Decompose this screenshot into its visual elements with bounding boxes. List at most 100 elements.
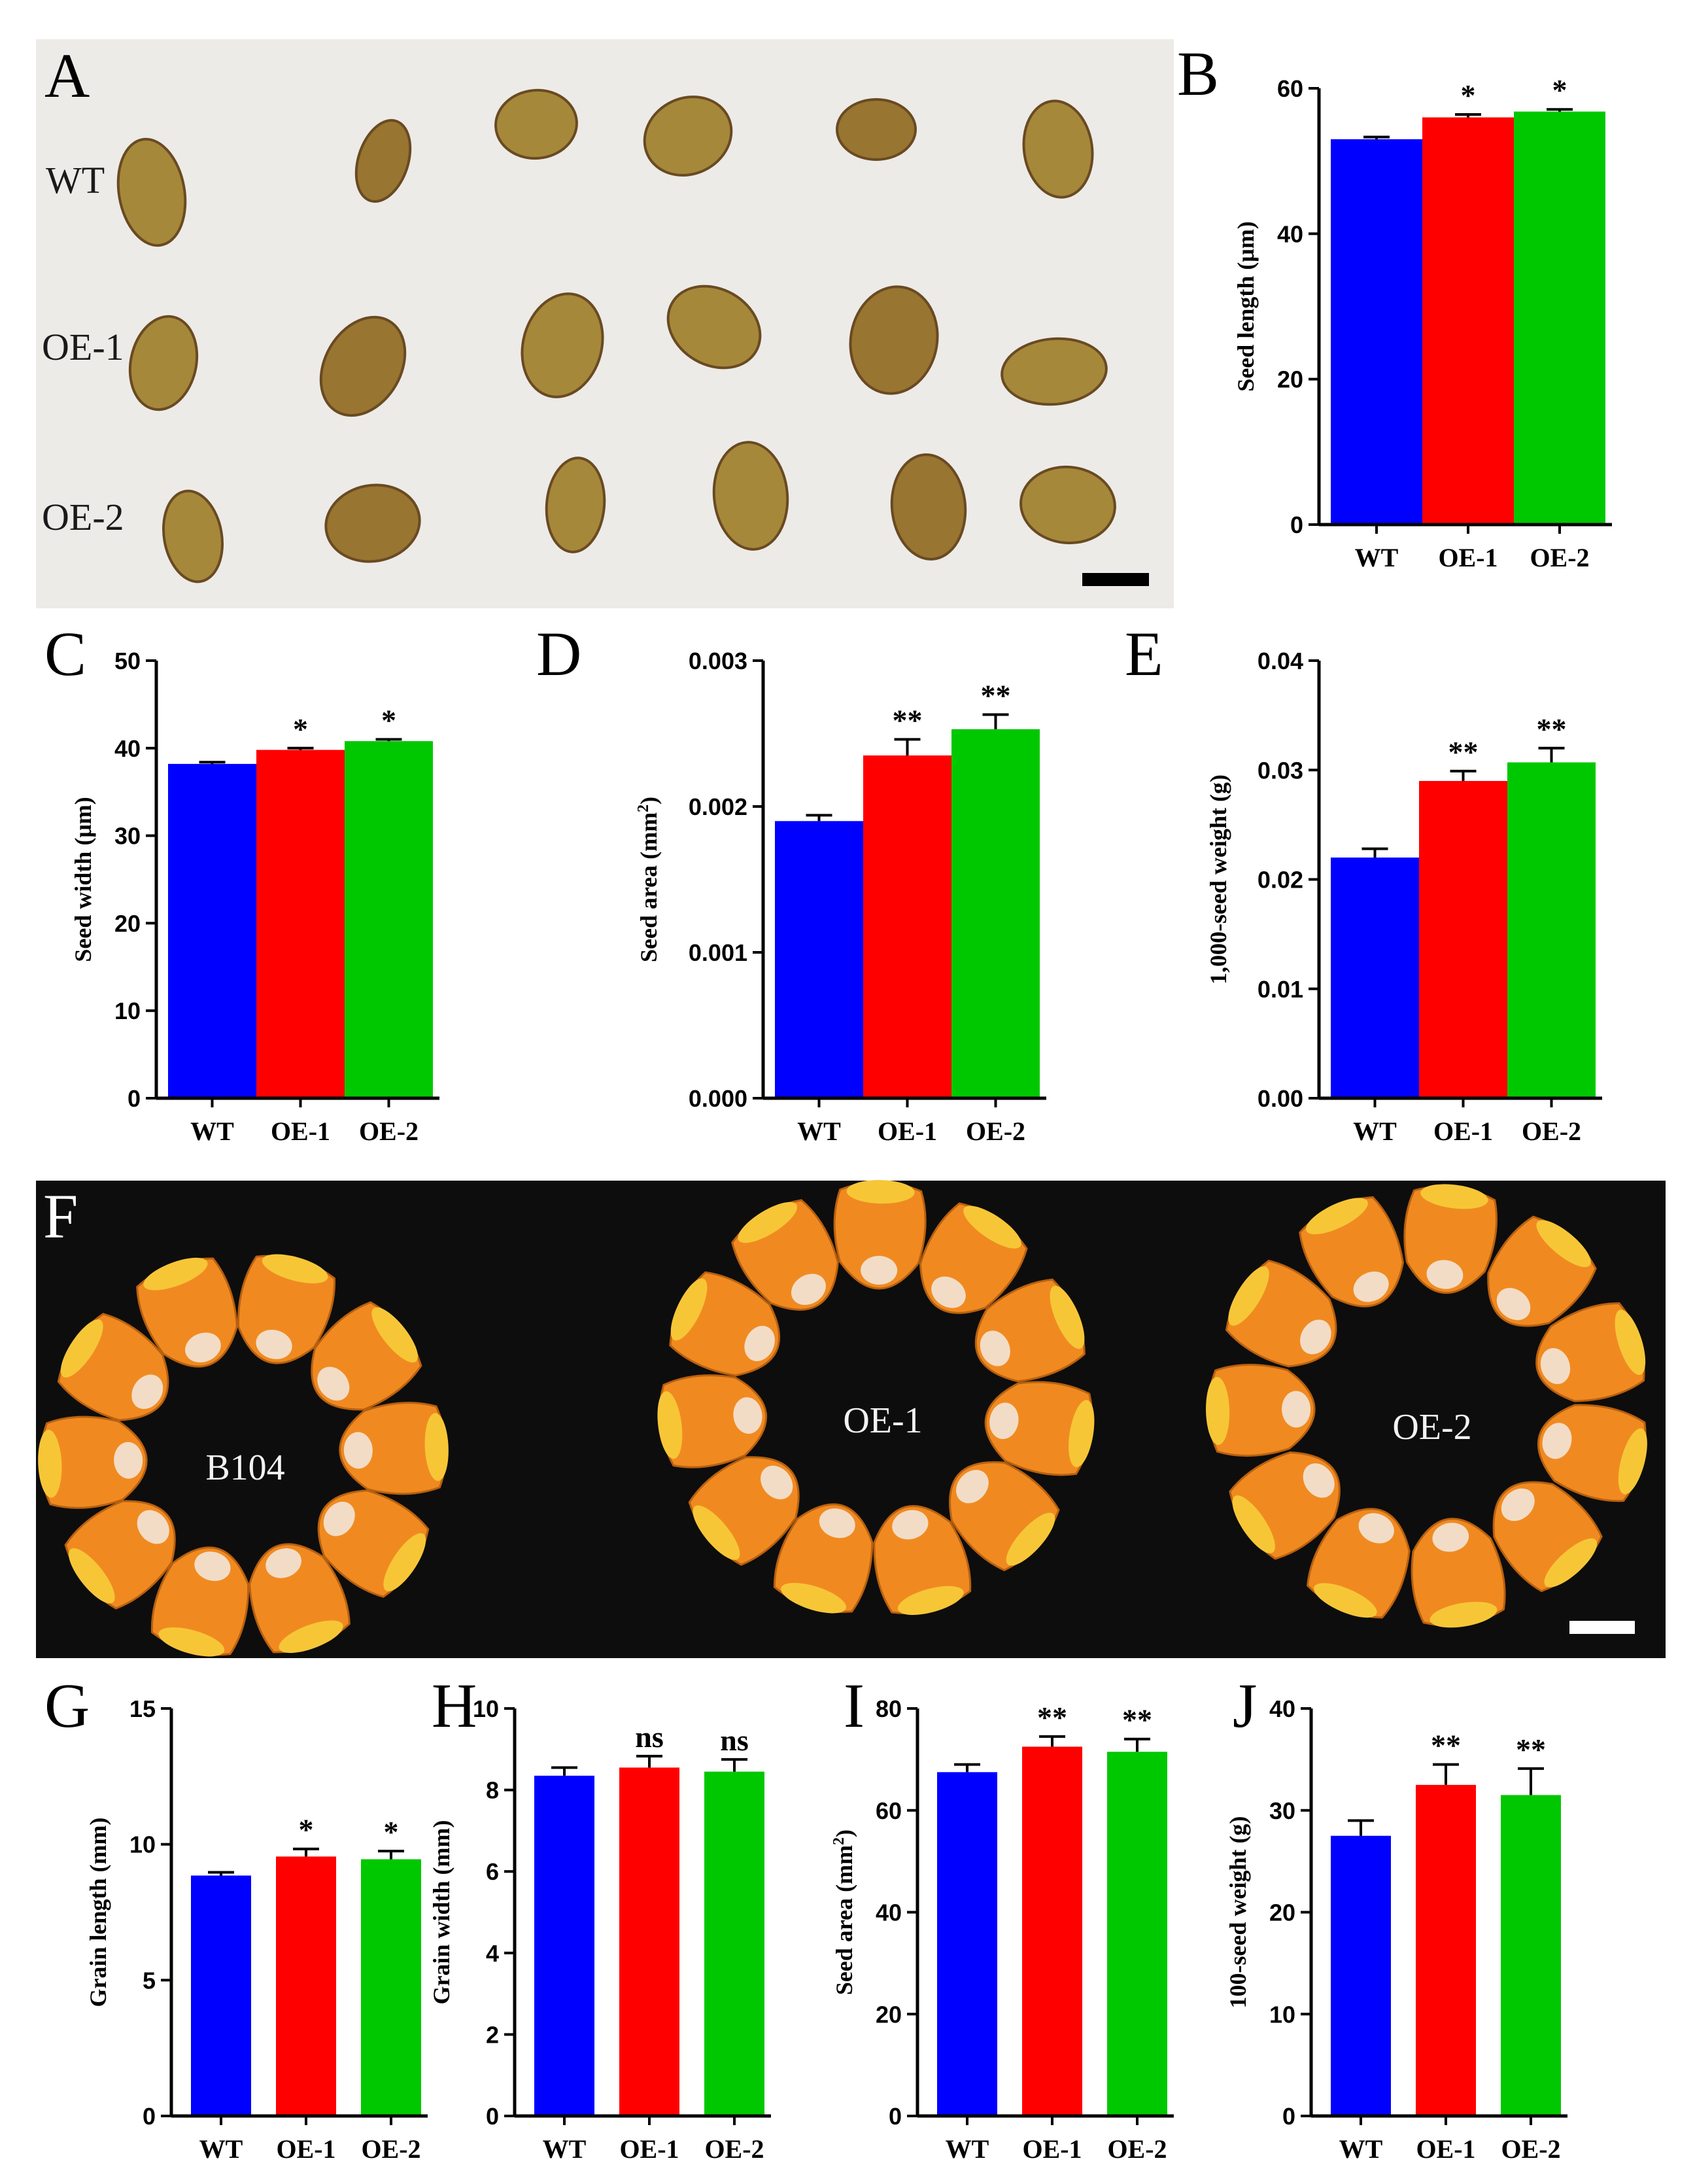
category-label-wt: WT: [190, 1117, 234, 1146]
category-label-oe-2: OE-2: [704, 2134, 764, 2164]
arabidopsis-seed: [354, 119, 412, 203]
bar-wt: [1331, 139, 1422, 525]
y-tick-label: 60: [876, 1797, 902, 1824]
chart-panel-c: C WT * OE-1 * OE-2 0 10 20 30 40 50 Seed width (μm): [44, 619, 439, 1146]
maize-kernel: [919, 1202, 1028, 1314]
significance-label: **: [981, 679, 1011, 712]
y-tick-label: 0.02: [1258, 867, 1303, 893]
maize-kernel: [317, 1489, 430, 1598]
chart-panel-g: G WT * OE-1 * OE-2 0 5 10 15 Grain length (mm): [44, 1671, 428, 2164]
category-label-oe-2: OE-2: [359, 1117, 419, 1146]
category-label-wt: WT: [1355, 543, 1399, 572]
panel-letter-f: F: [43, 1181, 78, 1251]
significance-label: **: [1516, 1733, 1546, 1766]
maize-kernel: [1411, 1517, 1506, 1628]
maize-kernel: [833, 1180, 927, 1290]
panel-letter-j: J: [1233, 1671, 1257, 1741]
maize-kernel: [248, 1543, 351, 1654]
category-label-oe-1: OE-1: [1416, 2134, 1475, 2164]
category-label-oe-2: OE-2: [361, 2134, 420, 2164]
y-axis-title: 1,000-seed weight (g): [1205, 774, 1231, 984]
bar-oe-1: [276, 1856, 336, 2116]
arabidopsis-seed: [1022, 99, 1094, 199]
arabidopsis-seed: [712, 441, 789, 551]
category-label-oe-2: OE-2: [1522, 1117, 1581, 1146]
arabidopsis-seed: [890, 453, 967, 561]
y-tick-label: 8: [486, 1777, 499, 1804]
category-label-wt: WT: [1353, 1117, 1397, 1146]
arabidopsis-seed: [643, 95, 733, 177]
arabidopsis-seed: [1001, 337, 1108, 406]
bar-oe-2: [345, 741, 433, 1098]
panel-a-photo: A WT OE-1 OE-2: [36, 39, 1174, 608]
maize-kernel: [136, 1257, 238, 1368]
panel-a-background: [36, 39, 1174, 608]
bar-oe-2: [1507, 762, 1596, 1098]
bar-oe-2: [951, 729, 1040, 1098]
bar-oe-2: [1501, 1795, 1561, 2116]
y-tick-label: 0.000: [689, 1085, 747, 1112]
maize-kernel: [1299, 1196, 1404, 1308]
y-tick-label: 50: [114, 648, 141, 674]
maize-kernel: [1535, 1302, 1646, 1402]
arabidopsis-seed: [849, 285, 939, 395]
panel-letter-e: E: [1125, 619, 1163, 689]
maize-kernel: [873, 1504, 972, 1615]
y-axis-title: Seed length (μm): [1233, 221, 1259, 391]
y-tick-label: 10: [473, 1695, 499, 1722]
y-tick-label: 0: [128, 1085, 141, 1112]
maize-kernel: [1206, 1364, 1316, 1457]
arabidopsis-seed: [494, 88, 578, 160]
y-tick-label: 0.00: [1258, 1085, 1303, 1112]
y-tick-label: 5: [143, 1967, 156, 1994]
y-axis-title: Seed area (mm2): [635, 797, 662, 962]
arabidopsis-seed: [116, 137, 187, 247]
maize-kernel: [773, 1503, 874, 1614]
y-tick-label: 20: [114, 910, 141, 937]
category-label-wt: WT: [797, 1117, 841, 1146]
bar-wt: [1331, 1835, 1391, 2116]
y-tick-label: 0: [143, 2103, 156, 2130]
bar-wt: [168, 763, 256, 1098]
category-label-oe-1: OE-1: [1022, 2134, 1082, 2164]
bar-oe-1: [1416, 1784, 1476, 2116]
bar-oe-1: [1022, 1746, 1082, 2116]
chart-panel-i: I WT ** OE-1 ** OE-2 0 20 40 60 80 Seed area (mm2): [830, 1671, 1174, 2164]
y-tick-label: 80: [876, 1695, 902, 1722]
y-tick-label: 60: [1277, 75, 1303, 102]
panel-f-photo: F B104 OE-1 OE-2: [36, 1180, 1666, 1658]
bar-oe-2: [704, 1771, 764, 2116]
arabidopsis-seed: [836, 98, 917, 161]
row-label-wt: WT: [46, 159, 105, 201]
maize-kernel: [669, 1271, 781, 1377]
y-tick-label: 30: [1269, 1797, 1295, 1824]
panel-letter-h: H: [432, 1671, 477, 1741]
arabidopsis-seed: [521, 292, 604, 398]
category-label-oe-1: OE-1: [276, 2134, 335, 2164]
arabidopsis-seed: [545, 457, 606, 553]
significance-label: ns: [635, 1720, 663, 1754]
category-label-oe-2: OE-2: [1501, 2134, 1560, 2164]
y-tick-label: 2: [486, 2021, 499, 2048]
maize-kernel: [731, 1199, 839, 1311]
y-tick-label: 15: [129, 1695, 156, 1722]
maize-kernel: [57, 1313, 169, 1421]
row-label-oe2: OE-2: [42, 496, 124, 538]
chart-panel-d: D WT ** OE-1 ** OE-2 0.000 0.001 0.002 0.003 Seed …: [536, 619, 1046, 1146]
maize-kernel: [1537, 1404, 1647, 1502]
bar-wt: [937, 1772, 997, 2116]
y-tick-label: 0.01: [1258, 976, 1303, 1003]
maize-kernel: [1403, 1184, 1498, 1294]
maize-kernel: [984, 1381, 1095, 1476]
y-tick-label: 0.001: [689, 939, 747, 966]
maize-kernel: [974, 1278, 1086, 1383]
y-tick-label: 10: [1269, 2001, 1295, 2028]
significance-label: *: [1461, 78, 1476, 112]
y-tick-label: 10: [114, 997, 141, 1024]
significance-label: **: [1537, 712, 1567, 746]
bar-oe-1: [863, 755, 951, 1098]
maize-kernel: [688, 1456, 800, 1566]
maize-kernel: [1487, 1215, 1597, 1327]
ring-label-oe1: OE-1: [843, 1400, 922, 1441]
bar-wt: [191, 1875, 251, 2116]
